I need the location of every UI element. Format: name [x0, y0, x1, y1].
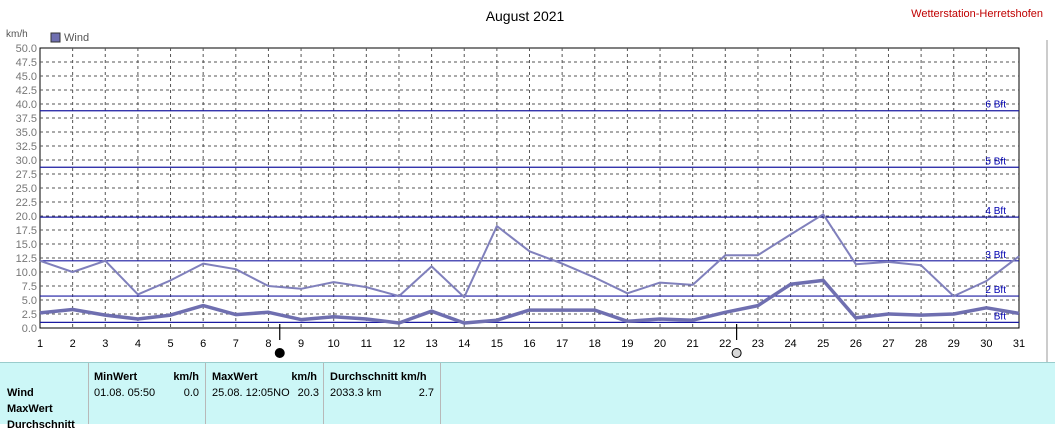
y-tick-label: 15.0	[16, 239, 37, 251]
max-unit: km/h	[291, 371, 317, 383]
y-tick-label: 27.5	[16, 169, 37, 181]
x-tick-label: 11	[361, 338, 372, 350]
y-tick-label: 7.5	[22, 281, 37, 293]
beaufort-label: 2 Bft	[985, 285, 1006, 296]
max-header: MaxWert	[212, 371, 258, 383]
x-tick-label: 24	[784, 338, 796, 350]
beaufort-label: 6 Bft	[985, 100, 1006, 111]
x-tick-label: 5	[167, 338, 173, 350]
min-value: 0.0	[183, 387, 199, 399]
max-date: 25.08. 12:05NO	[212, 387, 290, 399]
x-tick-label: 4	[135, 338, 141, 350]
y-tick-label: 2.5	[22, 309, 37, 321]
beaufort-label: Bft	[994, 311, 1006, 322]
x-tick-label: 7	[233, 338, 239, 350]
x-tick-label: 10	[328, 338, 340, 350]
x-tick-label: 23	[752, 338, 764, 350]
x-tick-label: 25	[817, 338, 829, 350]
y-tick-label: 10.0	[16, 267, 37, 279]
x-tick-label: 8	[265, 338, 271, 350]
x-tick-label: 2	[70, 338, 76, 350]
avg-value: 2.7	[418, 387, 434, 399]
y-tick-label: 32.5	[16, 141, 37, 153]
x-tick-label: 18	[589, 338, 601, 350]
x-tick-label: 16	[523, 338, 535, 350]
x-tick-label: 14	[458, 338, 470, 350]
stats-max-column: MaxWert km/h 25.08. 12:05NO 20.3	[206, 363, 324, 424]
y-tick-label: 20.0	[16, 211, 37, 223]
plot-area: 0.0 2.5 5.0 7.5 10.0 12.5 15.0 17.5 20.0 22.5 25.0…	[16, 43, 1025, 358]
x-tick-label: 19	[621, 338, 633, 350]
y-unit-label: km/h	[6, 29, 28, 40]
legend-swatch	[50, 32, 61, 43]
stats-avg-column: Durchschnitt km/h 2033.3 km 2.7	[324, 363, 441, 424]
y-tick-label: 47.5	[16, 57, 37, 69]
x-tick-label: 6	[200, 338, 206, 350]
y-tick-label: 35.0	[16, 127, 37, 139]
x-tick-label: 3	[102, 338, 108, 350]
series-line-wind	[39, 278, 1020, 325]
y-tick-label: 12.5	[16, 253, 37, 265]
beaufort-label: 4 Bft	[985, 206, 1006, 217]
y-tick-label: 22.5	[16, 197, 37, 209]
statistics-panel: Wind MaxWert Durchschnitt MinWert km/h 0…	[0, 362, 1055, 431]
x-tick-label: 21	[687, 338, 699, 350]
wind-chart: August 2021 Wetterstation-Herretshofen k…	[6, 8, 1048, 362]
legend-label: Wind	[64, 32, 89, 44]
min-unit: km/h	[173, 371, 199, 383]
beaufort-label: 3 Bft	[985, 250, 1006, 261]
x-tick-label: 17	[556, 338, 568, 350]
station-name: Wetterstation-Herretshofen	[911, 8, 1043, 20]
x-tick-label: 27	[882, 338, 894, 350]
x-tick-label: 30	[980, 338, 992, 350]
x-tick-label: 29	[948, 338, 960, 350]
y-tick-label: 50.0	[16, 43, 37, 55]
stats-row-wind: Wind	[7, 387, 34, 399]
x-tick-label: 15	[491, 338, 503, 350]
min-date: 01.08. 05:50	[94, 387, 156, 399]
x-tick-label: 13	[425, 338, 437, 350]
chart-title: August 2021	[486, 8, 565, 24]
x-tick-label: 1	[37, 338, 43, 350]
avg-total: 2033.3 km	[330, 387, 382, 399]
series-line-maxwert	[39, 213, 1020, 299]
y-tick-label: 45.0	[16, 71, 37, 83]
stats-label-column	[0, 363, 89, 424]
x-tick-label: 9	[298, 338, 304, 350]
max-value: 20.3	[297, 387, 319, 399]
beaufort-label: 5 Bft	[985, 156, 1006, 167]
y-tick-label: 0.0	[22, 323, 37, 335]
stats-min-column: MinWert km/h 01.08. 05:50 0.0	[88, 363, 206, 424]
x-tick-label: 22	[719, 338, 731, 350]
y-tick-label: 37.5	[16, 113, 37, 125]
min-header: MinWert	[94, 371, 138, 383]
y-tick-label: 25.0	[16, 183, 37, 195]
y-tick-label: 40.0	[16, 99, 37, 111]
x-tick-label: 31	[1013, 338, 1025, 350]
full-moon-icon	[731, 348, 742, 358]
x-tick-label: 12	[393, 338, 405, 350]
y-tick-label: 5.0	[22, 295, 37, 307]
y-tick-label: 42.5	[16, 85, 37, 97]
x-tick-label: 28	[915, 338, 927, 350]
stats-row-maxwert: MaxWert	[7, 403, 53, 415]
x-tick-label: 26	[850, 338, 862, 350]
y-tick-label: 30.0	[16, 155, 37, 167]
x-tick-label: 20	[654, 338, 666, 350]
avg-header: Durchschnitt km/h	[330, 371, 427, 383]
new-moon-icon	[274, 348, 285, 358]
y-tick-label: 17.5	[16, 225, 37, 237]
